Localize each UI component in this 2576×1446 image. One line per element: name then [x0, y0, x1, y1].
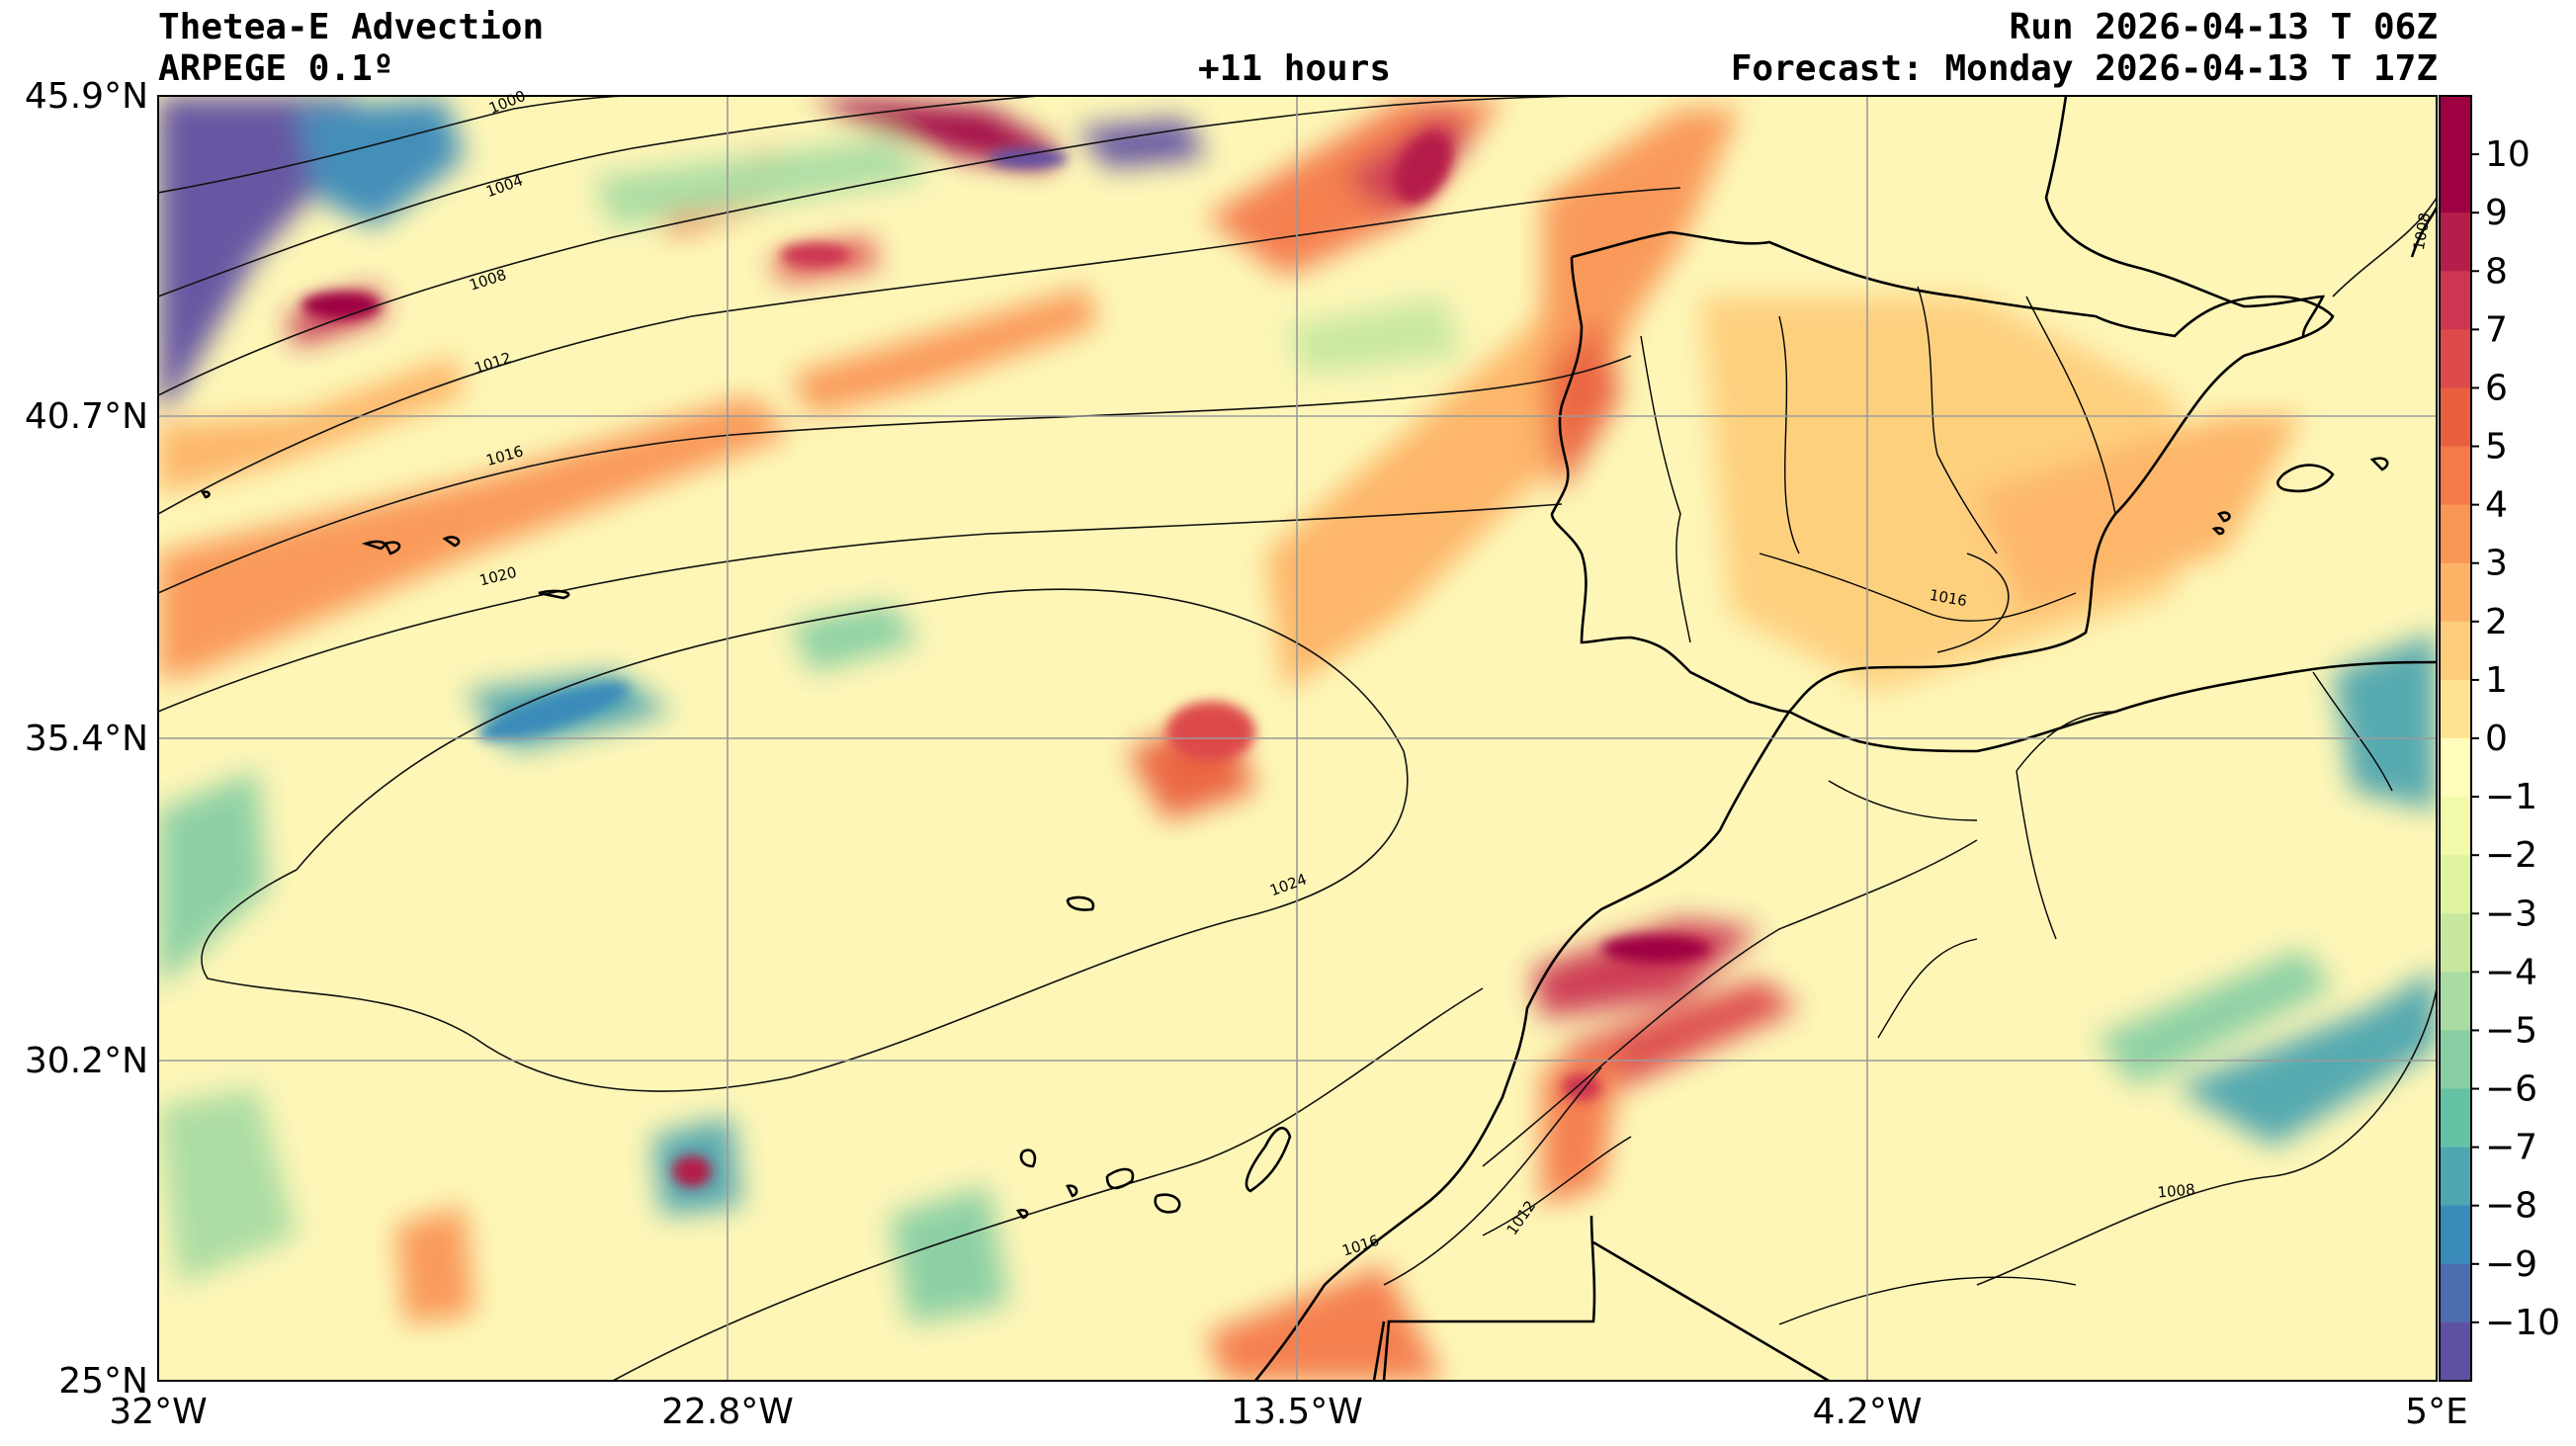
longitude-label: 4.2°W: [1813, 1392, 1923, 1432]
borders: [1482, 286, 2393, 1325]
colorbar-bin: [2440, 271, 2471, 330]
colorbar-tick-label: 4: [2485, 485, 2508, 526]
colorbar-bin: [2440, 96, 2471, 155]
colorbar-bin: [2440, 1147, 2471, 1207]
colorbar-bin: [2440, 797, 2471, 856]
isobar-lines: [158, 96, 2437, 1381]
colorbar-bin: [2440, 972, 2471, 1031]
colorbar-bin: [2440, 913, 2471, 973]
colorbar-bin: [2440, 679, 2471, 739]
colorbar-tick-label: −2: [2485, 835, 2537, 876]
colorbar-tick-label: 2: [2485, 602, 2508, 642]
latitude-label: 35.4°N: [25, 719, 148, 759]
colorbar-bin: [2440, 1263, 2471, 1323]
longitude-label: 13.5°W: [1231, 1392, 1363, 1432]
colorbar-tick-label: −9: [2485, 1244, 2537, 1285]
latitude-label: 45.9°N: [25, 76, 148, 117]
colorbar-bin: [2440, 446, 2471, 506]
colorbar-bin: [2440, 213, 2471, 272]
longitude-label: 32°W: [109, 1392, 207, 1432]
map-title: Thetea-E Advection: [158, 7, 545, 47]
colorbar-tick-label: −6: [2485, 1069, 2537, 1110]
colorbar-bin: [2440, 504, 2471, 564]
colorbar-tick-label: 0: [2485, 719, 2508, 759]
colorbar-bin: [2440, 329, 2471, 388]
coastlines: [201, 96, 2437, 1381]
colorbar-tick-label: −7: [2485, 1128, 2537, 1168]
run-label: Run 2026-04-13 T 06Z: [2009, 7, 2438, 47]
latitude-labels: 45.9°N 40.7°N 35.4°N 30.2°N 25°N: [25, 76, 148, 1402]
colorbar-bin: [2440, 1321, 2471, 1382]
latitude-label: 30.2°N: [25, 1041, 148, 1081]
colorbar-tick-label: −1: [2485, 777, 2537, 817]
model-label: ARPEGE 0.1º: [158, 48, 394, 89]
longitude-labels: 32°W 22.8°W 13.5°W 4.2°W 5°E: [109, 1392, 2468, 1432]
colorbar-tick-label: 5: [2485, 427, 2508, 468]
colorbar-bin: [2440, 621, 2471, 681]
colorbar-tick-label: −3: [2485, 893, 2537, 934]
colorbar-tick-label: 6: [2485, 368, 2508, 408]
colorbar-bin: [2440, 1205, 2471, 1265]
colorbar-tick-label: −8: [2485, 1186, 2537, 1227]
colorbar-tick-label: 8: [2485, 251, 2508, 292]
colorbar-bin: [2440, 738, 2471, 798]
colorbar-tick-label: 10: [2485, 134, 2531, 175]
longitude-label: 22.8°W: [661, 1392, 794, 1432]
latitude-label: 25°N: [58, 1361, 148, 1402]
graticule: [158, 96, 2437, 1381]
plot-frame: [157, 95, 2438, 1382]
colorbar-bin: [2440, 1088, 2471, 1148]
colorbar-bin: [2440, 387, 2471, 448]
colorbar-bin: [2440, 154, 2471, 213]
colorbar-tick-label: 3: [2485, 544, 2508, 584]
longitude-label: 5°E: [2405, 1392, 2468, 1432]
lead-time-label: +11 hours: [1198, 48, 1392, 89]
forecast-label: Forecast: Monday 2026-04-13 T 17Z: [1730, 48, 2438, 89]
colorbar-tick-label: −4: [2485, 952, 2537, 992]
colorbar-tick-label: 1: [2485, 660, 2508, 701]
colorbar-tick-label: 7: [2485, 309, 2508, 350]
latitude-label: 40.7°N: [25, 396, 148, 437]
colorbar-tick-label: −5: [2485, 1010, 2537, 1051]
colorbar-bin: [2440, 855, 2471, 914]
colorbar-tick-label: −10: [2485, 1303, 2560, 1343]
colorbar-bin: [2440, 1030, 2471, 1090]
isobar-label: 1008: [2157, 1180, 2196, 1201]
colorbar-bin: [2440, 562, 2471, 623]
colorbar-tick-label: 9: [2485, 193, 2508, 233]
